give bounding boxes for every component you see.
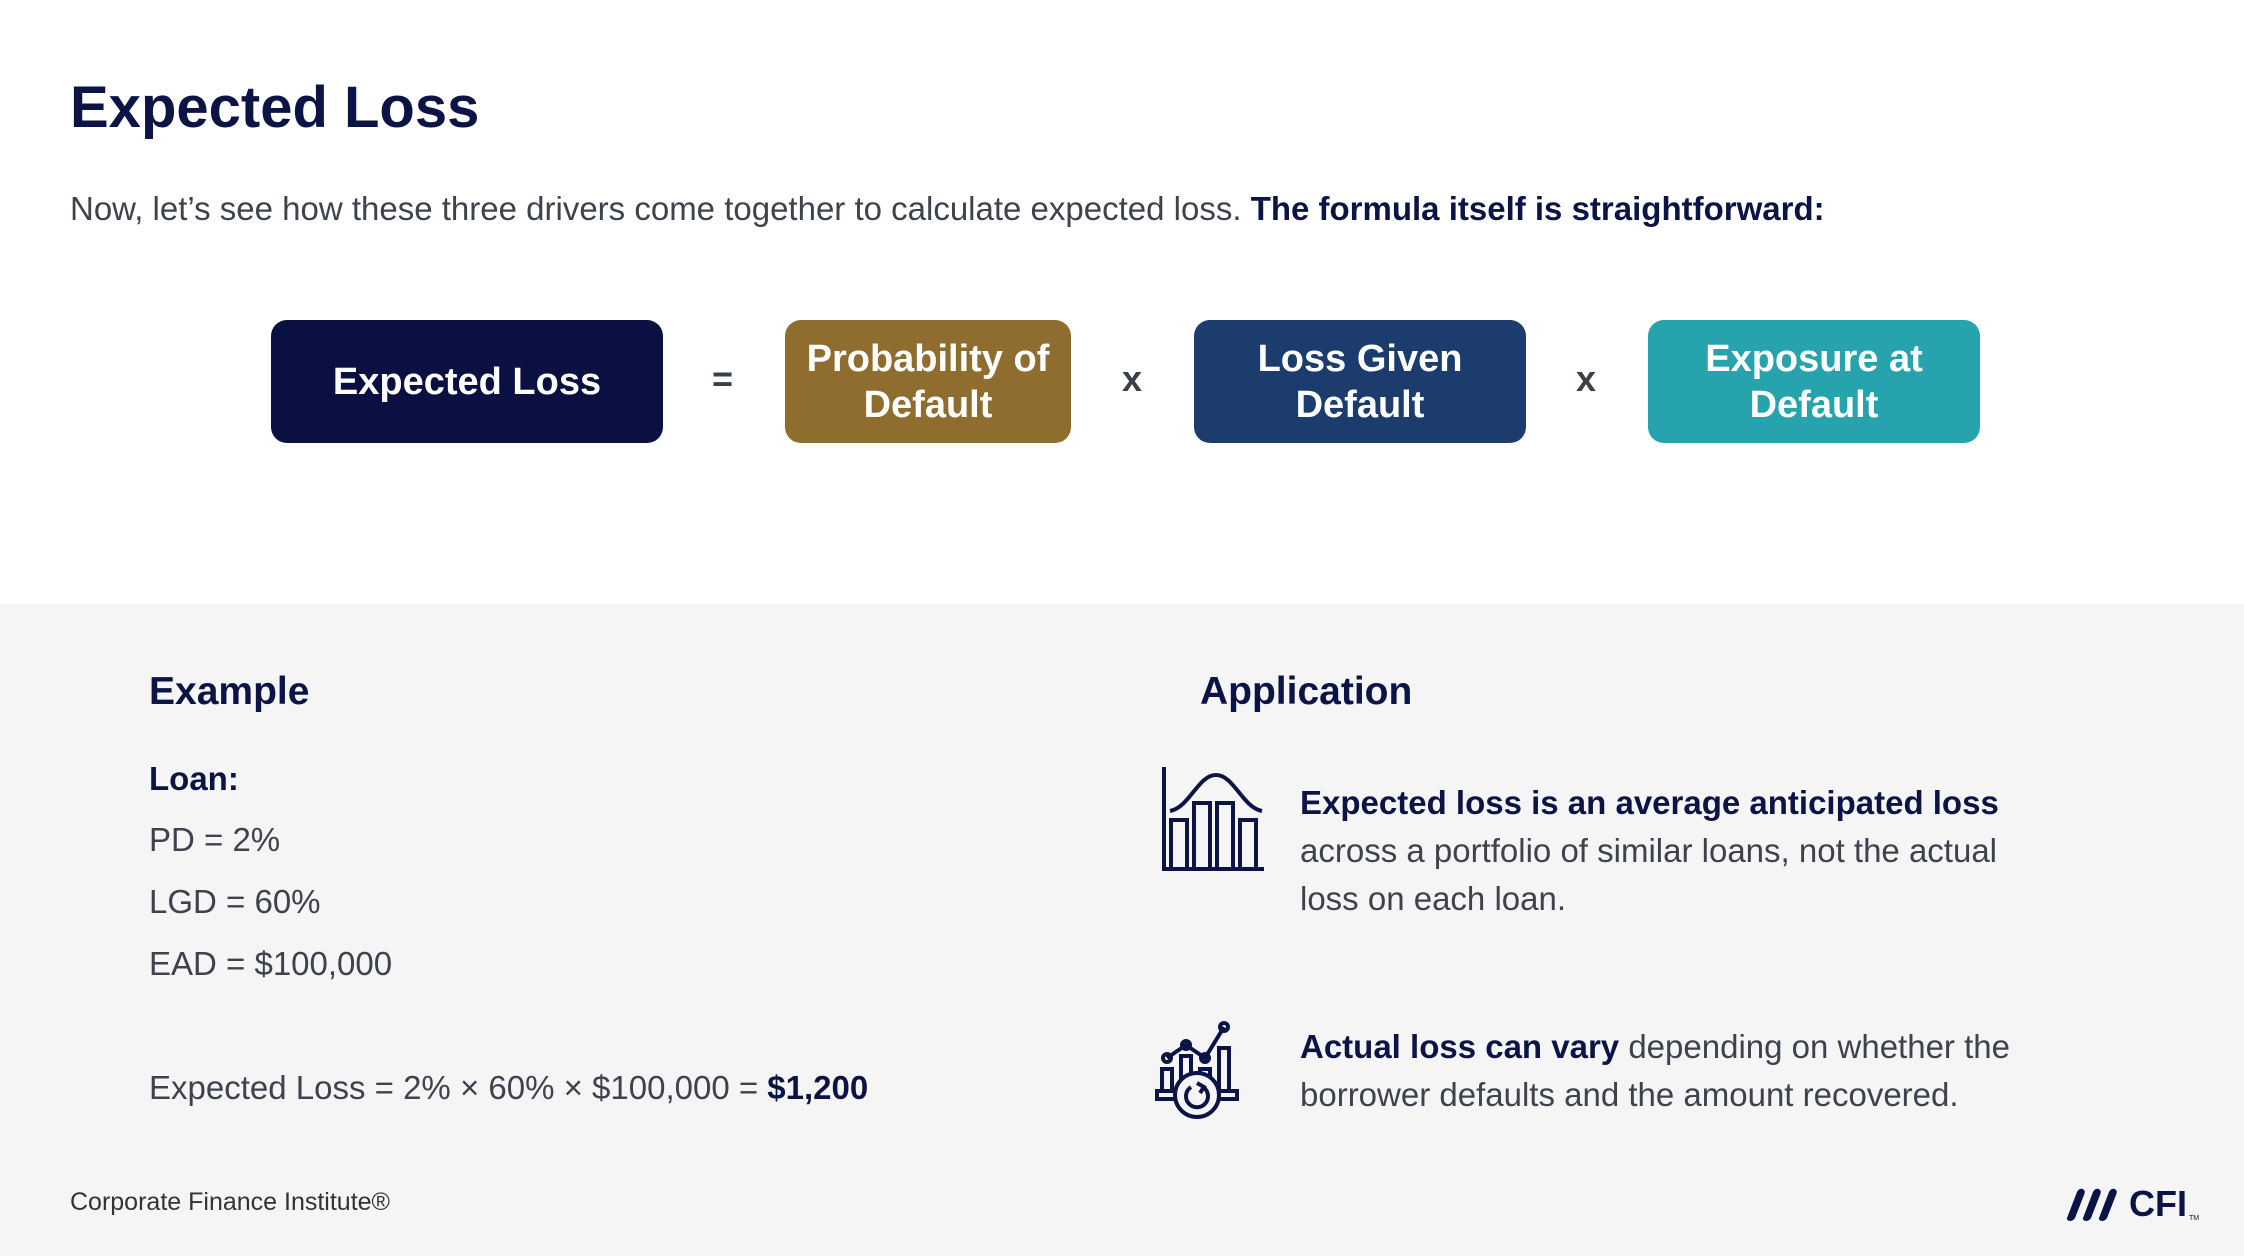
intro-text: Now, let’s see how these three drivers c… bbox=[70, 190, 1825, 228]
application-heading: Application bbox=[1200, 670, 1413, 713]
loss-given-default-box: Loss Given Default bbox=[1194, 320, 1526, 443]
intro-bold: The formula itself is straightforward: bbox=[1250, 190, 1825, 227]
application-item-2-text: depending on whether the borrower defaul… bbox=[1300, 1028, 2010, 1113]
calc-result: $1,200 bbox=[767, 1069, 869, 1106]
cfi-logo: CFI TM bbox=[2065, 1186, 2199, 1222]
pd-line: PD = 2% bbox=[149, 821, 281, 858]
footer-text: Corporate Finance Institute® bbox=[70, 1188, 390, 1216]
application-item-1-bold: Expected loss is an average anticipated … bbox=[1300, 784, 1999, 821]
application-item-1-text: across a portfolio of similar loans, not… bbox=[1300, 832, 1998, 917]
example-heading: Example bbox=[149, 670, 310, 713]
probability-of-default-box: Probability of Default bbox=[785, 320, 1071, 443]
loan-label: Loan: bbox=[149, 760, 239, 797]
lower-panel bbox=[0, 604, 2244, 1256]
equals-sign: = bbox=[712, 358, 734, 399]
exposure-at-default-box: Exposure at Default bbox=[1648, 320, 1980, 443]
calc-line: Expected Loss = 2% × 60% × $100,000 = $1… bbox=[149, 1069, 868, 1107]
calc-text: Expected Loss = 2% × 60% × $100,000 = bbox=[149, 1069, 768, 1106]
lgd-line: LGD = 60% bbox=[149, 883, 321, 920]
chart-refresh-icon bbox=[1155, 1021, 1239, 1119]
ead-line: EAD = $100,000 bbox=[149, 945, 393, 982]
expected-loss-box: Expected Loss bbox=[271, 320, 663, 443]
intro-plain: Now, let’s see how these three drivers c… bbox=[70, 190, 1251, 227]
page-title: Expected Loss bbox=[70, 75, 480, 140]
times-sign: x bbox=[1576, 358, 1597, 399]
times-sign: x bbox=[1122, 358, 1143, 399]
cfi-logo-mark-icon bbox=[2066, 1188, 2117, 1221]
application-item-1: Expected loss is an average anticipated … bbox=[1300, 779, 2020, 923]
cfi-logo-text: CFI bbox=[2129, 1183, 2187, 1224]
application-item-2-bold: Actual loss can vary bbox=[1300, 1028, 1620, 1065]
application-item-2: Actual loss can vary depending on whethe… bbox=[1300, 1023, 2020, 1119]
cfi-logo-tm: TM bbox=[2189, 1215, 2200, 1222]
bell-curve-bar-chart-icon bbox=[1162, 767, 1264, 871]
